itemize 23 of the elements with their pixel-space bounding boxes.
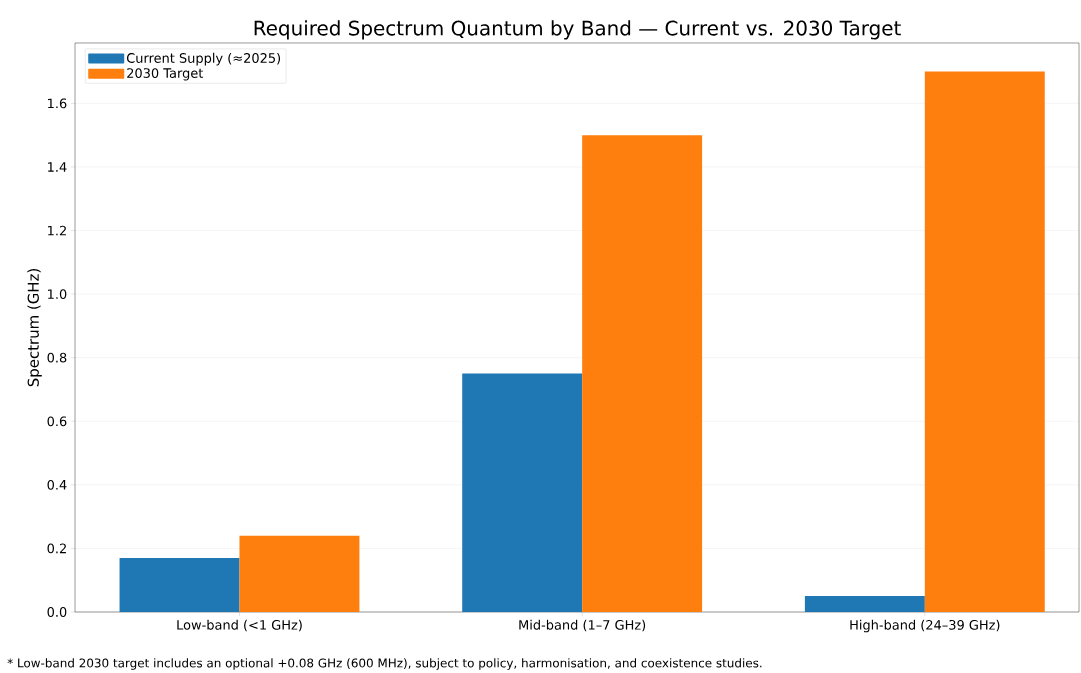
bar [239, 535, 360, 612]
chart-title: Required Spectrum Quantum by Band — Current vs. 2030 Target [254, 20, 901, 40]
text: * Low-band 2030 target includes an optional +0.08 GHz (600 MHz), subject to policy, harmonisation, and coexistence studies. [7, 658, 762, 670]
bar [924, 71, 1045, 612]
x-tick-label: Low-band (<1 GHz) [177, 619, 302, 632]
y-axis-title: Spectrum (GHz) [27, 269, 42, 387]
bar [582, 135, 703, 612]
y-tick-label: 0.8 [47, 352, 67, 363]
y-tick-label: 0.6 [47, 416, 67, 427]
bar [119, 557, 240, 612]
y-tick-label: 1.0 [48, 289, 67, 300]
legend-label: Current Supply (≈2025) [126, 52, 281, 66]
y-tick-label: 1.2 [48, 225, 66, 236]
x-tick-label: Mid-band (1–7 GHz) [519, 619, 646, 632]
bar [804, 596, 925, 612]
legend-label: 2030 Target [127, 68, 204, 81]
y-tick-label: 0.0 [47, 607, 67, 617]
y-tick-label: 0.4 [47, 479, 67, 490]
y-tick-label: 0.2 [47, 543, 66, 554]
y-tick-label: 1.4 [48, 162, 67, 172]
bar [462, 373, 583, 612]
x-tick-label: High-band (24–39 GHz) [850, 619, 1000, 633]
y-tick-label: 1.6 [48, 98, 67, 109]
